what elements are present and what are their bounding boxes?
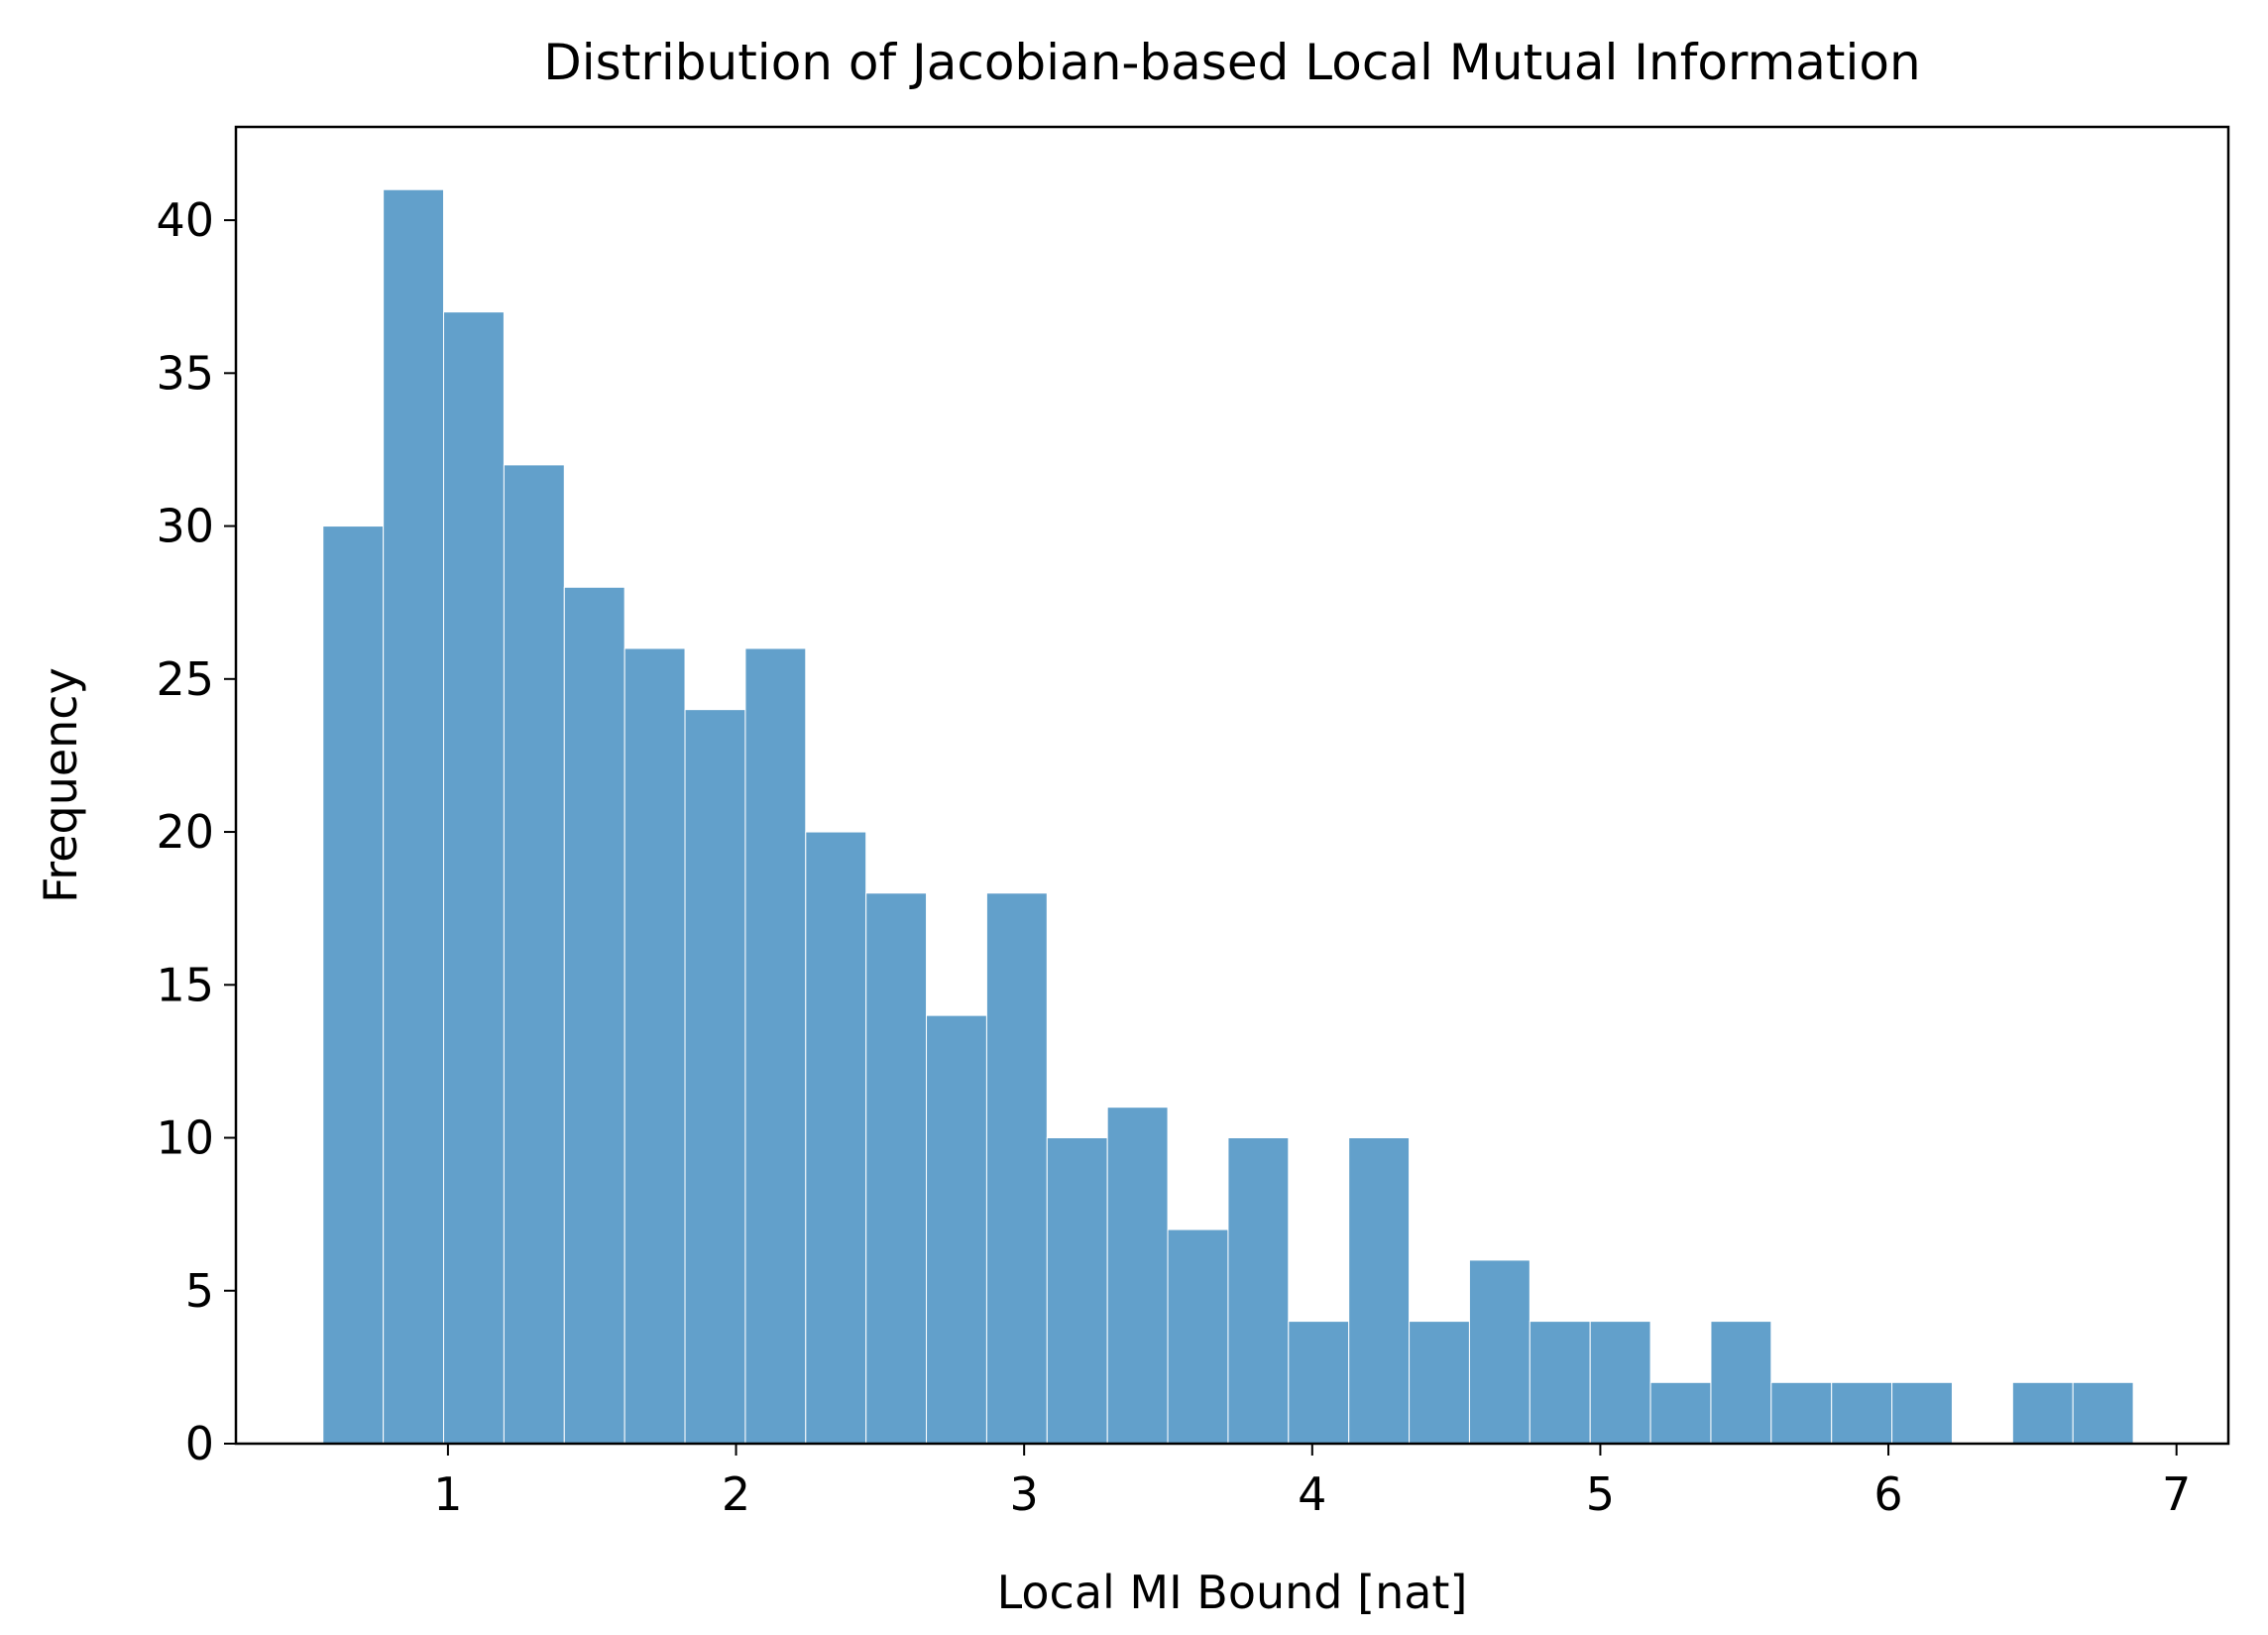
histogram-bar bbox=[1710, 1321, 1772, 1445]
histogram-bar bbox=[985, 892, 1048, 1445]
histogram-bar bbox=[684, 709, 746, 1445]
histogram-bar bbox=[1770, 1381, 1833, 1445]
histogram-bar bbox=[1831, 1381, 1893, 1445]
x-tick-label: 1 bbox=[433, 1467, 462, 1521]
histogram-bar bbox=[563, 586, 625, 1445]
chart-title: Distribution of Jacobian-based Local Mut… bbox=[543, 34, 1920, 91]
x-tick-label: 4 bbox=[1298, 1467, 1326, 1521]
x-axis-label: Local MI Bound [nat] bbox=[997, 1566, 1468, 1619]
bars-group bbox=[322, 188, 2134, 1445]
histogram-bar bbox=[624, 647, 686, 1445]
histogram-bar bbox=[1468, 1259, 1531, 1445]
y-tick-label: 35 bbox=[156, 346, 214, 400]
histogram-bar bbox=[443, 311, 505, 1445]
histogram-bar bbox=[1106, 1107, 1169, 1445]
histogram-bar bbox=[1649, 1381, 1712, 1445]
histogram-bar bbox=[1409, 1321, 1470, 1445]
histogram-bar bbox=[1891, 1381, 1953, 1445]
y-tick-label: 15 bbox=[156, 958, 214, 1011]
histogram-bar bbox=[926, 1014, 987, 1445]
x-tick-label: 5 bbox=[1586, 1467, 1615, 1521]
histogram-bar bbox=[383, 188, 445, 1445]
x-tick-label: 7 bbox=[2162, 1467, 2191, 1521]
y-axis-label: Frequency bbox=[34, 667, 87, 903]
y-tick-label: 0 bbox=[185, 1417, 214, 1470]
y-tick-label: 5 bbox=[185, 1264, 214, 1318]
x-axis: 1 2 3 4 5 6 7 bbox=[433, 1444, 2191, 1521]
histogram-bar bbox=[2072, 1381, 2134, 1445]
x-tick-label: 2 bbox=[722, 1467, 750, 1521]
histogram-bar bbox=[865, 892, 928, 1445]
histogram-bar bbox=[322, 526, 385, 1445]
axes-frame bbox=[234, 125, 2230, 1446]
y-tick-label: 30 bbox=[156, 500, 214, 553]
histogram-bar bbox=[2011, 1381, 2074, 1445]
y-tick-label: 40 bbox=[156, 193, 214, 247]
y-tick-label: 10 bbox=[156, 1111, 214, 1165]
histogram-bar bbox=[1529, 1321, 1591, 1445]
x-tick-label: 6 bbox=[1873, 1467, 1902, 1521]
histogram-bar bbox=[1227, 1137, 1290, 1445]
histogram-bar bbox=[1288, 1321, 1350, 1445]
x-tick-label: 3 bbox=[1010, 1467, 1039, 1521]
histogram-bar bbox=[805, 831, 867, 1445]
histogram-bar bbox=[1589, 1321, 1651, 1445]
y-tick-label: 20 bbox=[156, 805, 214, 859]
histogram-bar bbox=[1348, 1137, 1411, 1445]
histogram-bar bbox=[503, 464, 565, 1445]
y-axis: 0 5 10 15 20 25 30 35 40 bbox=[156, 193, 236, 1470]
y-tick-label: 25 bbox=[156, 652, 214, 706]
histogram-bar bbox=[1167, 1228, 1229, 1445]
histogram-bar bbox=[744, 647, 807, 1445]
histogram-bar bbox=[1046, 1137, 1108, 1445]
